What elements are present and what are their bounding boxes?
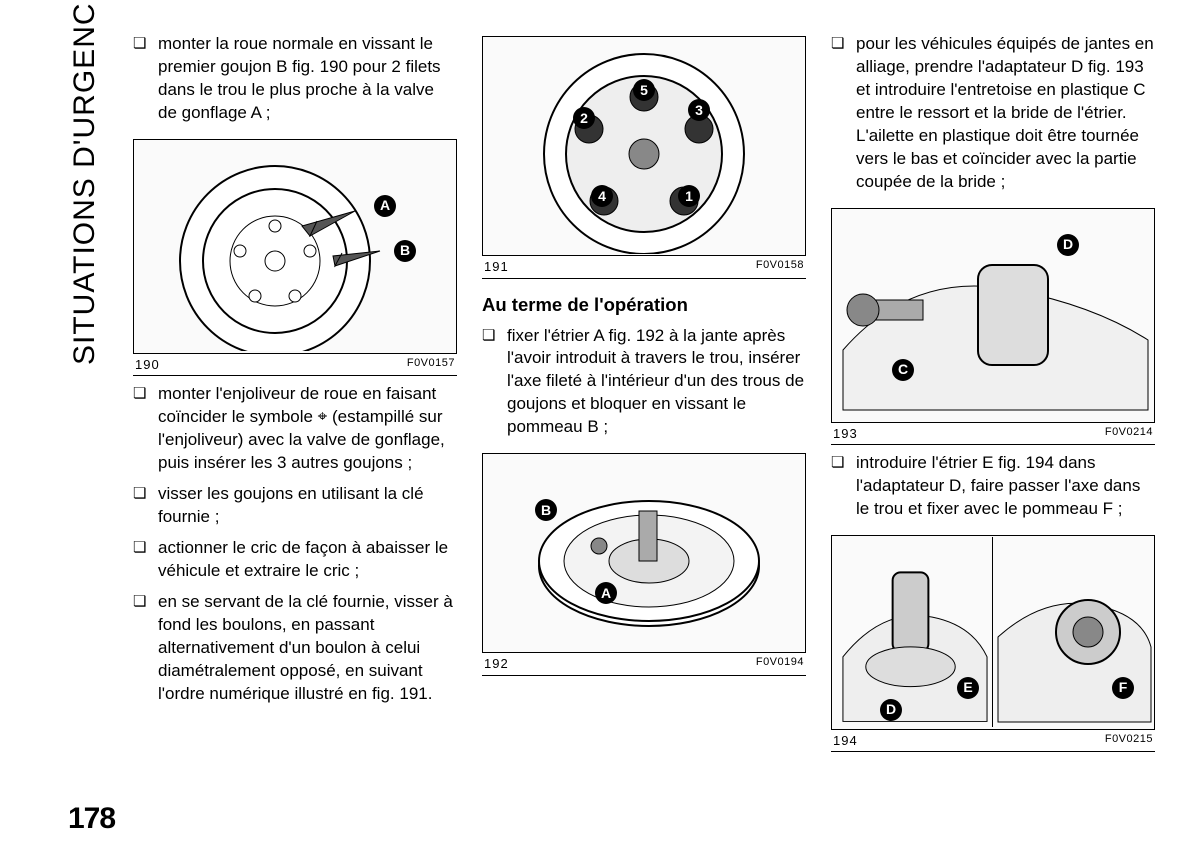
callout-2: 2 [573, 107, 595, 129]
step-text: pour les véhicules équipés de jantes en … [831, 33, 1155, 194]
callout-d: D [880, 699, 902, 721]
column-2: 5 3 1 4 2 191 F0V0158 Au terme de l'opér… [482, 30, 806, 756]
figure-code: F0V0157 [407, 356, 455, 374]
figure-number: 194 [833, 732, 858, 750]
figure-191: 5 3 1 4 2 191 F0V0158 [482, 36, 806, 279]
column-1: monter la roue normale en vissant le pre… [133, 30, 457, 756]
step-text: introduire l'étrier E fig. 194 dans l'ad… [831, 452, 1155, 521]
callout-f: F [1112, 677, 1134, 699]
figure-code: F0V0158 [756, 258, 804, 276]
callout-b: B [394, 240, 416, 262]
step-text: monter la roue normale en vissant le pre… [133, 33, 457, 125]
figure-code: F0V0215 [1105, 732, 1153, 750]
content-columns: monter la roue normale en vissant le pre… [133, 30, 1155, 756]
step-text: actionner le cric de façon à abaisser le… [133, 537, 457, 583]
section-title: SITUATIONS D'URGENCE [65, 0, 106, 365]
page-number: 178 [68, 799, 115, 840]
figure-code: F0V0214 [1105, 425, 1153, 443]
callout-a: A [374, 195, 396, 217]
figure-code: F0V0194 [756, 655, 804, 673]
subheading: Au terme de l'opération [482, 293, 806, 318]
figure-number: 190 [135, 356, 160, 374]
figure-number: 191 [484, 258, 509, 276]
figure-192-image: B A [482, 453, 806, 653]
step-text: visser les goujons en utilisant la clé f… [133, 483, 457, 529]
callout-c: C [892, 359, 914, 381]
callout-1: 1 [678, 185, 700, 207]
figure-194-image: D E F [831, 535, 1155, 730]
step-text: monter l'enjoliveur de roue en faisant c… [133, 383, 457, 475]
figure-193-image: D C [831, 208, 1155, 423]
figure-number: 193 [833, 425, 858, 443]
figure-number: 192 [484, 655, 509, 673]
figure-191-image: 5 3 1 4 2 [482, 36, 806, 256]
figure-190: A B 190 F0V0157 [133, 139, 457, 377]
figure-190-image: A B [133, 139, 457, 354]
step-text: en se servant de la clé fournie, visser … [133, 591, 457, 706]
figure-193: D C 193 F0V0214 [831, 208, 1155, 446]
figure-192: B A 192 F0V0194 [482, 453, 806, 676]
figure-194: D E F 194 F0V0215 [831, 535, 1155, 753]
step-text: fixer l'étrier A fig. 192 à la jante apr… [482, 325, 806, 440]
callout-d: D [1057, 234, 1079, 256]
callout-4: 4 [591, 185, 613, 207]
callout-5: 5 [633, 79, 655, 101]
column-3: pour les véhicules équipés de jantes en … [831, 30, 1155, 756]
callout-3: 3 [688, 99, 710, 121]
callout-e: E [957, 677, 979, 699]
